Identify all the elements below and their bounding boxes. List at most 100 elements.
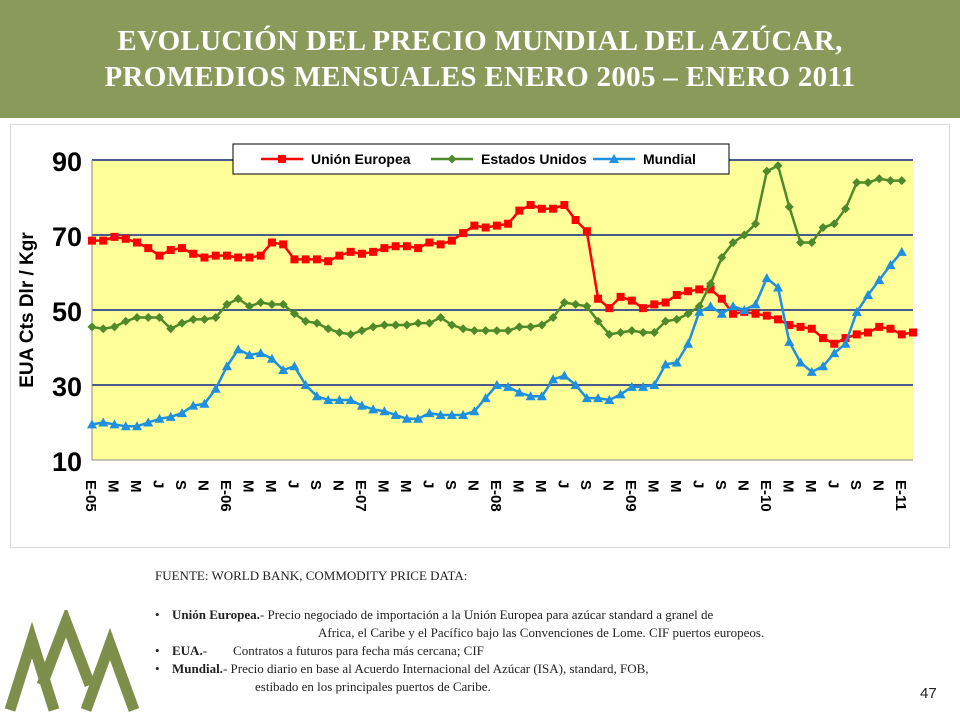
data-point (886, 176, 896, 186)
x-tick-label: M (802, 480, 819, 493)
data-point (132, 313, 142, 322)
data-point (222, 299, 232, 309)
data-point (481, 326, 491, 336)
data-point (390, 410, 401, 419)
data-point (672, 314, 682, 324)
data-point (649, 380, 660, 389)
data-point (784, 202, 794, 212)
data-point (705, 301, 716, 311)
slide-title-line-1: EVOLUCIÓN DEL PRECIO MUNDIAL DEL AZÚCAR, (117, 25, 843, 57)
data-point (368, 322, 378, 332)
data-point (244, 301, 254, 311)
data-point (481, 223, 490, 232)
data-point (581, 393, 592, 403)
data-point (852, 178, 862, 187)
data-point (684, 287, 693, 296)
data-point (739, 305, 750, 314)
legend-box (232, 143, 730, 175)
x-tick-label: N (734, 480, 751, 491)
data-point (312, 318, 322, 328)
x-tick-label: S (847, 480, 864, 490)
data-point (751, 309, 760, 318)
data-point (616, 292, 625, 301)
data-point (491, 380, 502, 389)
data-point (233, 344, 244, 354)
data-point (300, 380, 311, 389)
data-point (604, 395, 615, 404)
data-point (266, 353, 277, 363)
data-point (222, 251, 231, 260)
data-point (806, 366, 817, 376)
data-point (819, 334, 828, 343)
x-tick-label: J (554, 480, 571, 488)
data-point (695, 285, 704, 294)
data-point (671, 357, 682, 367)
data-point (199, 314, 209, 324)
data-point (368, 404, 379, 414)
x-tick-label: E-11 (892, 480, 909, 511)
data-point (784, 336, 795, 346)
data-point (638, 328, 648, 337)
note-text: - Precio negociado de importación a la U… (259, 607, 714, 622)
data-point (594, 294, 603, 303)
data-point (492, 326, 502, 336)
data-point (256, 251, 265, 260)
data-point (885, 260, 896, 269)
data-point (447, 154, 457, 164)
data-point (548, 374, 559, 384)
data-point (154, 313, 164, 322)
data-point (728, 301, 739, 311)
data-point (706, 285, 715, 294)
data-point (549, 204, 558, 213)
legend-label: Unión Europea (311, 151, 411, 167)
data-point (470, 221, 479, 230)
data-point (446, 410, 457, 419)
data-point (626, 381, 637, 391)
x-tick-label: J (284, 480, 301, 488)
data-point (807, 324, 816, 333)
mountains-logo (4, 610, 140, 712)
data-point (413, 413, 424, 423)
data-point (694, 306, 705, 316)
note-continuation: estibado en los principales puertos de C… (255, 679, 491, 694)
data-point (323, 395, 334, 404)
data-point (121, 316, 131, 326)
data-point (874, 275, 885, 284)
data-point (864, 328, 873, 337)
data-point (221, 361, 232, 371)
note-text: - Contratos a futuros para fecha más cer… (202, 643, 484, 658)
logo-peak-center (36, 610, 96, 687)
data-point (694, 301, 704, 311)
data-point (559, 370, 570, 380)
data-point (548, 313, 558, 322)
x-tick-label: N (869, 480, 886, 491)
x-tick-label: S (307, 480, 324, 490)
note-term: EUA. (172, 643, 203, 658)
data-point (874, 174, 884, 184)
data-point (852, 330, 861, 339)
data-point (560, 201, 569, 209)
data-point (311, 391, 322, 401)
data-point (706, 279, 716, 289)
data-point (503, 381, 514, 391)
data-point (278, 155, 286, 163)
data-point (897, 330, 906, 339)
x-tick-label: E-06 (217, 480, 234, 512)
data-point (683, 338, 694, 348)
x-tick-label: M (509, 480, 526, 493)
x-tick-label: M (262, 480, 279, 493)
data-point (897, 176, 907, 186)
data-point (346, 247, 355, 256)
x-tick-label: J (419, 480, 436, 488)
data-point (301, 255, 310, 264)
data-point (762, 311, 771, 320)
data-point (166, 246, 175, 254)
x-tick-label: J (149, 480, 166, 488)
data-point (909, 328, 917, 337)
data-point (459, 229, 468, 238)
data-point (639, 304, 648, 313)
x-tick-label: M (127, 480, 144, 493)
data-point (593, 316, 603, 326)
data-point (200, 253, 209, 262)
data-point (830, 339, 839, 348)
